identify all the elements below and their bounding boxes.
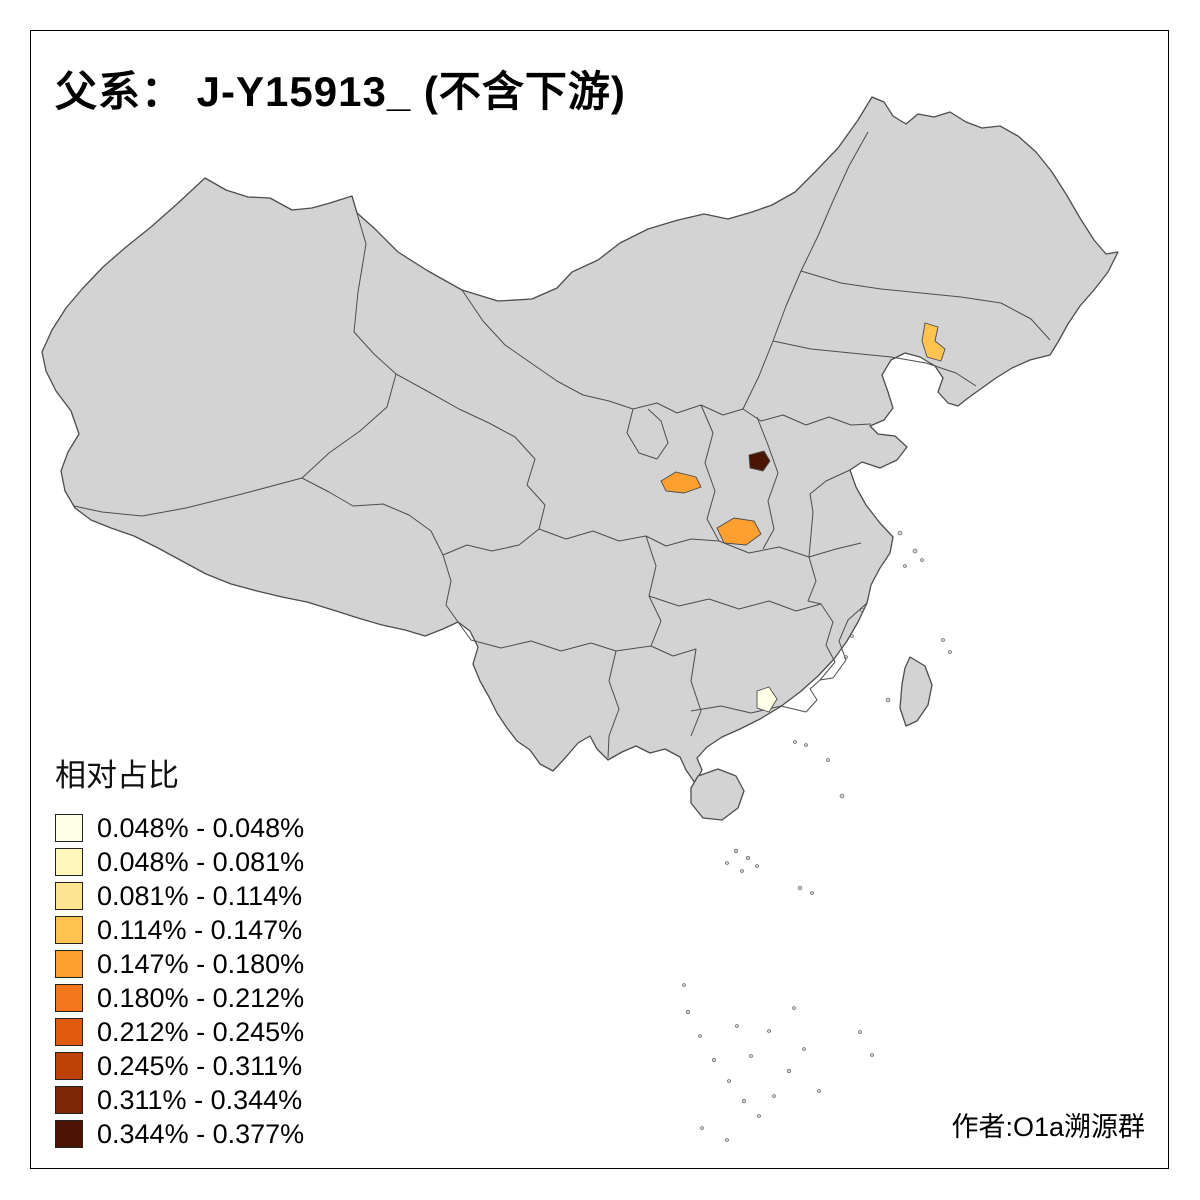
- province-border-line: [301, 195, 397, 479]
- highlighted-region-guangdong: [756, 686, 778, 713]
- province-border-line: [819, 602, 868, 681]
- legend-swatch: [55, 814, 83, 842]
- legend-swatch: [55, 916, 83, 944]
- province-borders: [73, 131, 1051, 759]
- page-title: 父系： J-Y15913_ (不含下游): [55, 68, 626, 115]
- province-border-line: [650, 645, 702, 737]
- legend-label: 0.180% - 0.212%: [97, 982, 305, 1013]
- highlighted-region-northeast: [921, 322, 946, 362]
- coastal-islands: [793, 530, 952, 799]
- province-border-line: [742, 408, 872, 426]
- legend-label: 0.212% - 0.245%: [97, 1016, 305, 1047]
- province-border-line: [819, 603, 836, 681]
- legend-label: 0.048% - 0.081%: [97, 846, 305, 877]
- legend-item: 0.344% - 0.377%: [55, 1117, 304, 1151]
- highlighted-regions: [660, 322, 946, 713]
- legend-title: 相对占比: [55, 758, 179, 793]
- province-border-line: [457, 621, 652, 652]
- legend-swatch: [55, 1052, 83, 1080]
- legend-label: 0.081% - 0.114%: [97, 880, 303, 911]
- legend-item: 0.180% - 0.212%: [55, 981, 304, 1015]
- hainan-island: [690, 768, 745, 821]
- legend-label: 0.311% - 0.344%: [97, 1084, 303, 1115]
- legend-item: 0.081% - 0.114%: [55, 879, 304, 913]
- province-border-line: [648, 595, 822, 612]
- highlighted-region-south-shaanxi: [716, 517, 762, 546]
- legend-item: 0.212% - 0.245%: [55, 1015, 304, 1049]
- mainland-outline: [41, 96, 1119, 784]
- south-china-sea-islands: [682, 848, 874, 1142]
- legend-item: 0.147% - 0.180%: [55, 947, 304, 981]
- province-border-line: [800, 270, 1051, 341]
- province-border-line: [756, 416, 779, 550]
- legend-item: 0.048% - 0.048%: [55, 811, 304, 845]
- province-border-line: [73, 477, 303, 517]
- legend-swatch: [55, 1120, 83, 1148]
- legend-label: 0.147% - 0.180%: [97, 948, 305, 979]
- province-border-line: [690, 705, 807, 714]
- legend-swatch: [55, 1018, 83, 1046]
- legend-swatch: [55, 882, 83, 910]
- province-border-line: [301, 477, 459, 623]
- province-border-line: [626, 408, 669, 460]
- province-border-line: [538, 528, 720, 547]
- legend: 相对占比 0.048% - 0.048% 0.048% - 0.081% 0.0…: [55, 750, 304, 1151]
- taiwan-island: [899, 656, 933, 727]
- legend-label: 0.344% - 0.377%: [97, 1118, 305, 1149]
- legend-label: 0.048% - 0.048%: [97, 812, 305, 843]
- province-border-line: [772, 340, 977, 387]
- legend-item: 0.311% - 0.344%: [55, 1083, 304, 1117]
- legend-item: 0.048% - 0.081%: [55, 845, 304, 879]
- author-credit: 作者:O1a溯源群: [951, 1112, 1145, 1142]
- province-border-line: [700, 404, 720, 542]
- province-border-line: [395, 373, 516, 438]
- province-border-line: [808, 469, 851, 558]
- province-border-line: [807, 556, 822, 605]
- legend-swatch: [55, 984, 83, 1012]
- legend-item: 0.245% - 0.311%: [55, 1049, 304, 1083]
- legend-label: 0.245% - 0.311%: [97, 1050, 303, 1081]
- province-border-line: [805, 679, 821, 713]
- legend-swatch: [55, 848, 83, 876]
- province-border-line: [607, 650, 620, 759]
- highlighted-region-south-shanxi: [748, 450, 771, 472]
- province-border-line: [461, 289, 610, 402]
- province-border-line: [718, 540, 862, 558]
- legend-item: 0.114% - 0.147%: [55, 913, 304, 947]
- legend-label: 0.114% - 0.147%: [97, 914, 303, 945]
- legend-swatch: [55, 950, 83, 978]
- legend-swatch: [55, 1086, 83, 1114]
- highlighted-region-west-shaanxi: [660, 471, 702, 494]
